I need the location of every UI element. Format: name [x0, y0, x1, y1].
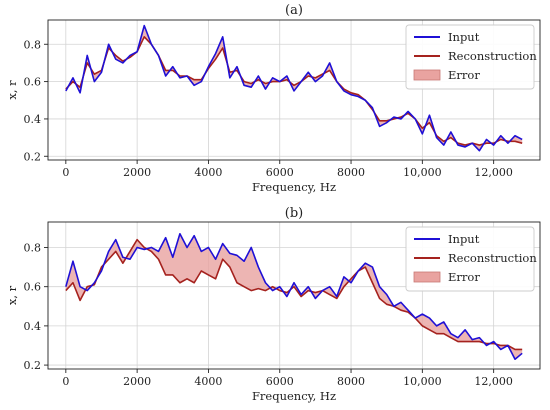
x-tick-label: 4000: [194, 375, 222, 388]
x-tick-label: 6000: [266, 375, 294, 388]
legend: Input Reconstruction Error: [405, 226, 537, 292]
legend-input-label: Input: [448, 30, 480, 44]
x-tick-label: 12,000: [474, 375, 513, 388]
y-tick-label: 0.2: [24, 359, 42, 372]
legend: Input Reconstruction Error: [405, 24, 537, 90]
legend-error-label: Error: [448, 270, 480, 284]
plot-frame: [47, 19, 541, 161]
y-tick-label: 0.6: [24, 76, 42, 89]
legend-error-label: Error: [448, 68, 480, 82]
panel-b: (b) 0 2000 4000 6000 8000 10,000 12,000 0.2 0.4 0.…: [5, 206, 541, 403]
panel-label: (a): [285, 3, 303, 18]
y-tick-label: 0.6: [24, 281, 42, 294]
y-axis-label: x, r: [5, 285, 19, 305]
reconstruction-series-line: [65, 238, 523, 351]
x-axis-label: Frequency, Hz: [252, 180, 336, 194]
x-tick-label: 12,000: [474, 166, 513, 179]
input-series-line: [65, 24, 523, 152]
x-tick-label: 8000: [337, 166, 365, 179]
y-tick-label: 0.8: [24, 38, 42, 51]
x-tick-label: 6000: [266, 166, 294, 179]
legend-error-swatch: [413, 271, 441, 283]
x-tick-label: 0: [62, 375, 69, 388]
error-area: [65, 25, 523, 151]
y-tick-label: 0.4: [24, 113, 42, 126]
legend-reconstruction-label: Reconstruction: [448, 49, 537, 63]
y-tick-label: 0.4: [24, 320, 42, 333]
x-tick-label: 8000: [337, 375, 365, 388]
y-tick-label: 0.2: [24, 150, 42, 163]
x-tick-label: 10,000: [403, 166, 442, 179]
input-series-line: [65, 232, 523, 361]
plot-frame: [47, 221, 541, 370]
x-tick-label: 4000: [194, 166, 222, 179]
x-tick-label: 2000: [123, 166, 151, 179]
legend-input-label: Input: [448, 232, 480, 246]
panel-label: (b): [285, 206, 303, 221]
x-tick-label: 0: [62, 166, 69, 179]
x-tick-label: 2000: [123, 375, 151, 388]
legend-error-swatch: [413, 69, 441, 81]
legend-reconstruction-label: Reconstruction: [448, 251, 537, 265]
x-tick-label: 10,000: [403, 375, 442, 388]
y-axis-label: x, r: [5, 80, 19, 100]
error-area: [65, 233, 523, 360]
panel-a: (a) 0 2000 4000 6000 8000 10,000 12,000 0.2 0.4 0.…: [5, 3, 541, 194]
x-axis-label: Frequency, Hz: [252, 389, 336, 403]
y-tick-label: 0.8: [24, 241, 42, 254]
